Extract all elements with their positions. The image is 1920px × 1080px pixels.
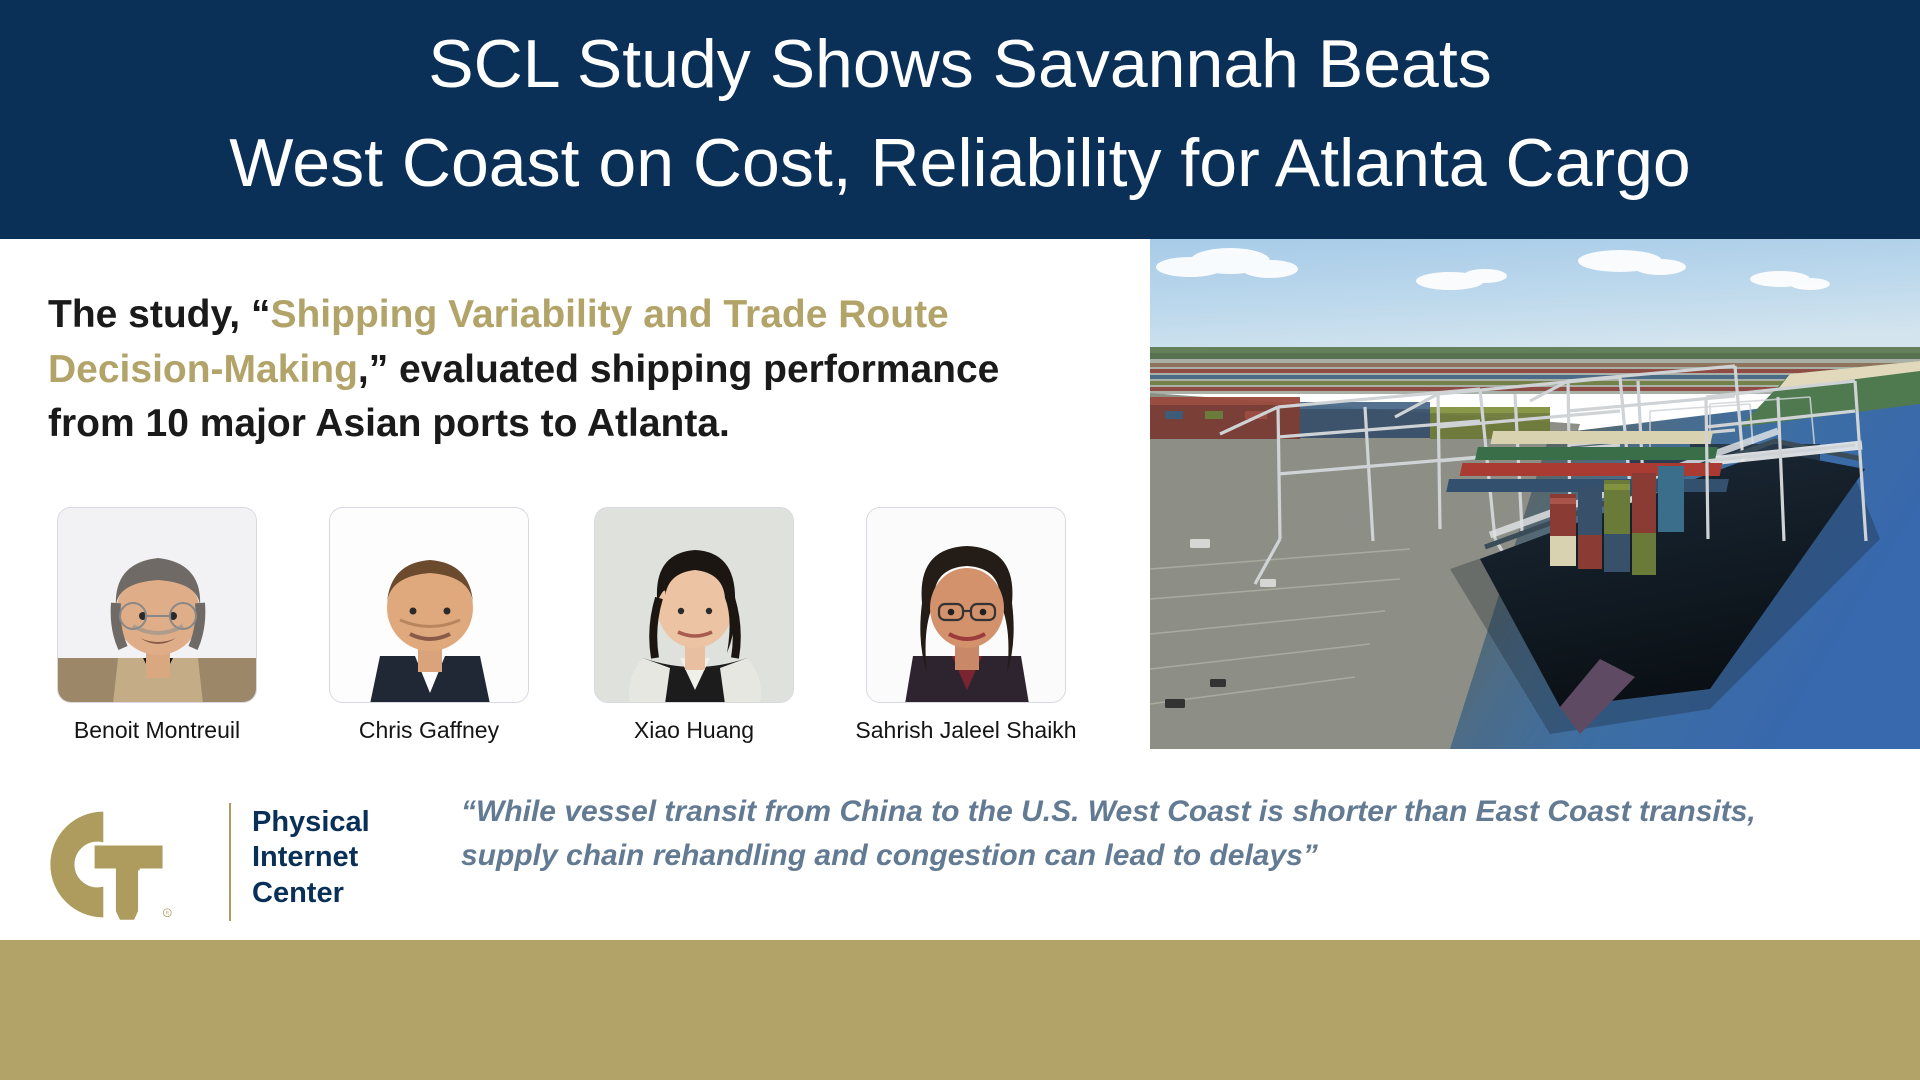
svg-text:R: R — [166, 910, 170, 916]
